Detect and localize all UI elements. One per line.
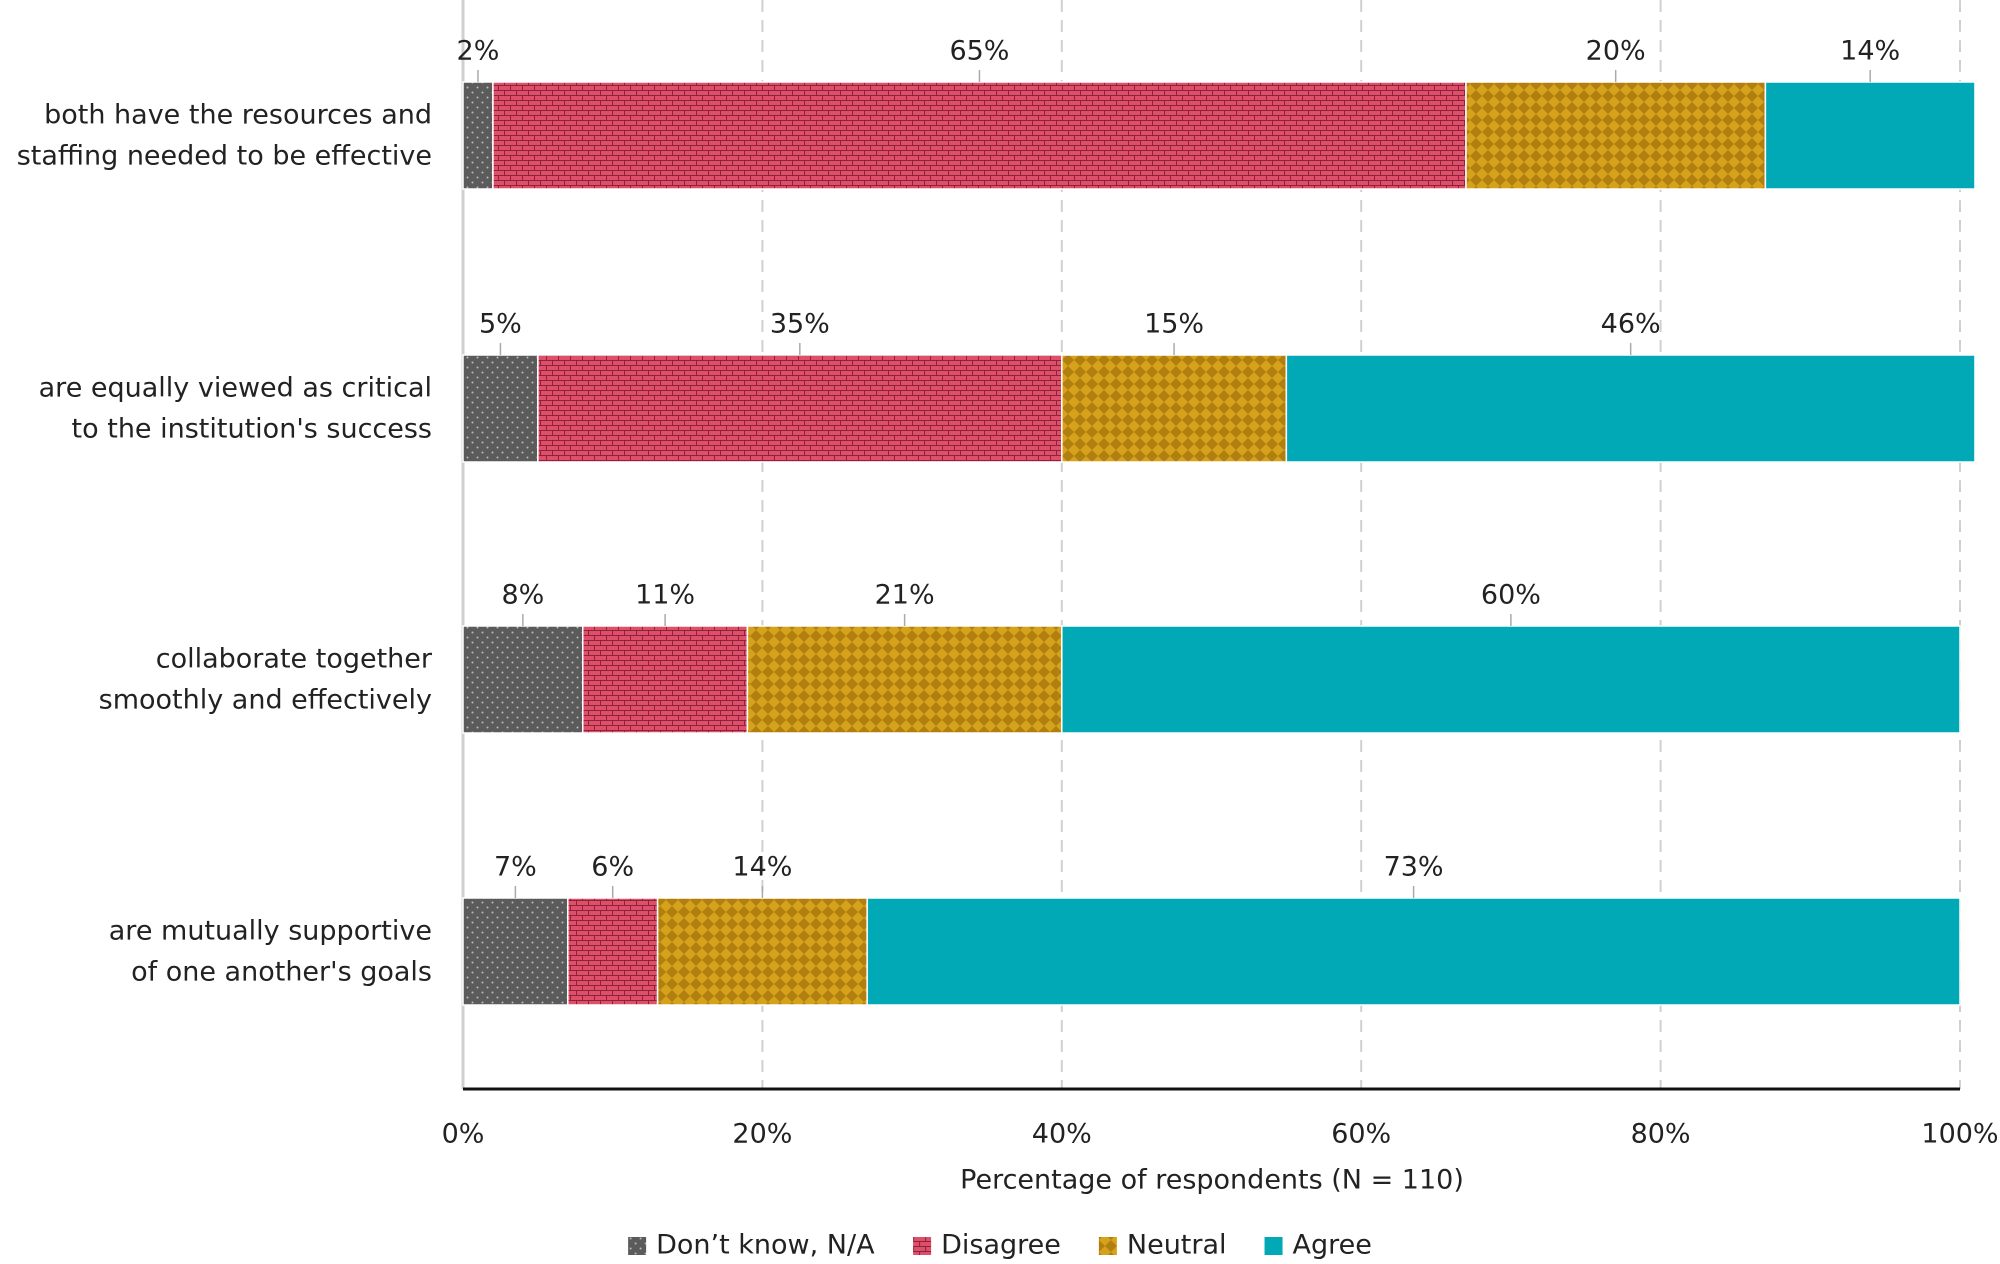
value-label: 21% — [875, 580, 935, 611]
legend-item: Agree — [1264, 1230, 1372, 1261]
value-label: 15% — [1144, 309, 1204, 340]
bar-segment — [462, 354, 539, 463]
legend-item: Don’t know, N/A — [628, 1230, 875, 1261]
bar-segment — [746, 625, 1063, 734]
value-label: 14% — [1840, 36, 1900, 67]
value-label: 11% — [635, 580, 695, 611]
x-tick-label: 20% — [732, 1119, 792, 1150]
legend-label: Disagree — [941, 1230, 1061, 1261]
bar-segment — [462, 625, 584, 734]
x-tick-label: 100% — [1921, 1119, 1998, 1150]
value-label: 6% — [591, 852, 634, 883]
bar-segment — [866, 897, 1961, 1006]
bar-segment — [1465, 81, 1767, 190]
value-label: 73% — [1384, 852, 1444, 883]
legend-item: Disagree — [913, 1230, 1061, 1261]
legend-label: Don’t know, N/A — [656, 1230, 875, 1261]
value-label: 8% — [501, 580, 544, 611]
legend-swatch — [913, 1237, 932, 1255]
bar-segment — [1764, 81, 1976, 190]
bar-segment — [462, 897, 569, 1006]
value-label: 60% — [1481, 580, 1541, 611]
legend-item: Neutral — [1098, 1230, 1227, 1261]
category-label: are mutually supportive of one another's … — [109, 915, 432, 987]
category-label: both have the resources and staffing need… — [17, 99, 432, 171]
x-tick-label: 40% — [1032, 1119, 1092, 1150]
category-label: collaborate together smoothly and effecti… — [99, 643, 433, 715]
value-label: 14% — [732, 852, 792, 883]
value-label: 46% — [1601, 309, 1661, 340]
bar-segment — [582, 625, 749, 734]
x-tick-label: 0% — [442, 1119, 485, 1150]
legend-swatch — [628, 1237, 647, 1255]
bar-segment — [656, 897, 868, 1006]
category-label: are equally viewed as critical to the ins… — [39, 372, 432, 444]
legend-label: Neutral — [1127, 1230, 1227, 1261]
legend-swatch — [1098, 1237, 1117, 1255]
value-label: 7% — [494, 852, 537, 883]
legend-swatch — [1264, 1237, 1283, 1255]
bar-segment — [492, 81, 1467, 190]
legend-label: Agree — [1293, 1230, 1372, 1261]
value-label: 20% — [1586, 36, 1646, 67]
x-axis-title: Percentage of respondents (N = 110) — [960, 1165, 1464, 1196]
bar-segment — [567, 897, 659, 1006]
value-label: 65% — [949, 36, 1009, 67]
bar-segment — [1061, 625, 1961, 734]
value-label: 5% — [479, 309, 522, 340]
x-tick-label: 80% — [1631, 1119, 1691, 1150]
value-label: 2% — [457, 36, 500, 67]
bar-segment — [537, 354, 1063, 463]
x-tick-label: 60% — [1331, 1119, 1391, 1150]
value-label: 35% — [770, 309, 830, 340]
bar-segment — [1285, 354, 1976, 463]
bar-segment — [462, 81, 494, 190]
bar-segment — [1061, 354, 1288, 463]
